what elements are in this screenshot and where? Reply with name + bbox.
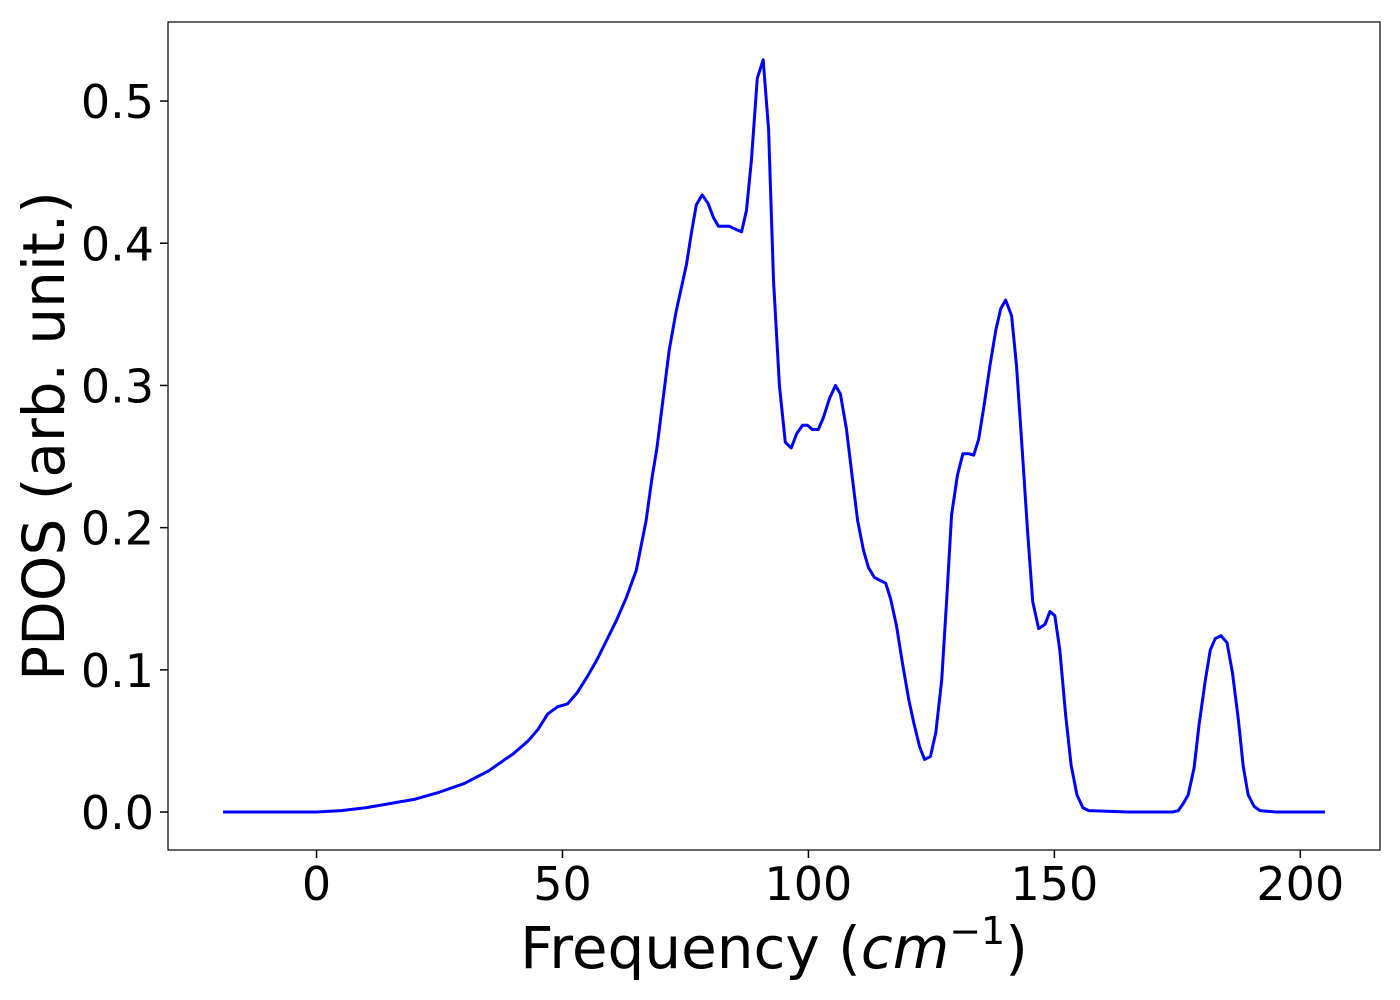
data-line bbox=[223, 58, 1325, 814]
x-tick-label: 0 bbox=[302, 857, 331, 911]
x-axis-label-part: cm bbox=[861, 914, 949, 982]
x-tick-label: 150 bbox=[1010, 857, 1098, 911]
x-tick-label: 100 bbox=[765, 857, 853, 911]
x-axis-label-part: Frequency ( bbox=[520, 914, 861, 982]
x-tick-label: 200 bbox=[1256, 857, 1344, 911]
y-axis-label: PDOS (arb. unit.) bbox=[10, 191, 78, 681]
y-tick-label: 0.4 bbox=[81, 217, 154, 271]
y-tick-label: 0.1 bbox=[81, 644, 154, 698]
x-axis-label-part: ) bbox=[1005, 914, 1028, 982]
y-tick-label: 0.5 bbox=[81, 75, 154, 129]
x-tick-label: 50 bbox=[533, 857, 592, 911]
y-tick-label: 0.0 bbox=[81, 786, 154, 840]
x-axis-label-part: −1 bbox=[949, 909, 1005, 953]
plot-frame bbox=[167, 21, 1381, 851]
x-axis-label: Frequency (cm−1) bbox=[520, 909, 1028, 982]
y-tick-label: 0.3 bbox=[81, 359, 154, 413]
y-tick-label: 0.2 bbox=[81, 502, 154, 556]
